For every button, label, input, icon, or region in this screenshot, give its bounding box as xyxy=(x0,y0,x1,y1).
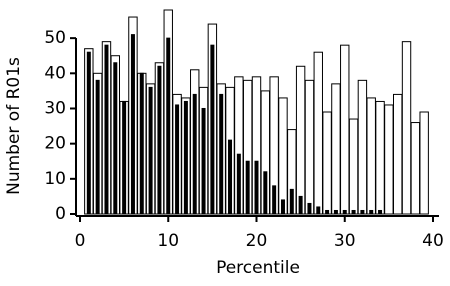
bar xyxy=(348,118,359,215)
bar xyxy=(313,51,323,215)
bar xyxy=(183,100,188,215)
y-tick-label: 30 xyxy=(44,98,66,118)
bar xyxy=(384,104,394,215)
bar xyxy=(333,209,338,215)
y-tick-label: 0 xyxy=(55,204,66,224)
y-tick-label: 50 xyxy=(44,28,66,48)
bar xyxy=(304,79,315,215)
x-tick-label: 30 xyxy=(334,231,356,251)
bar xyxy=(113,62,118,215)
bar xyxy=(148,86,153,215)
y-tick-label: 40 xyxy=(44,63,66,83)
x-tick-label: 10 xyxy=(157,231,179,251)
bar xyxy=(228,139,233,215)
x-axis-label: Percentile xyxy=(216,258,300,278)
bar xyxy=(278,97,288,215)
bar xyxy=(298,195,303,215)
bar xyxy=(192,93,197,215)
bar xyxy=(272,185,277,215)
bar xyxy=(401,41,412,215)
bar xyxy=(130,34,135,215)
bar xyxy=(295,65,306,215)
bar xyxy=(157,65,162,215)
bar xyxy=(245,160,250,215)
bar xyxy=(122,100,127,215)
bar xyxy=(360,209,365,215)
bar xyxy=(378,209,383,215)
bar xyxy=(351,209,356,215)
bar xyxy=(393,93,403,215)
x-tick-label: 0 xyxy=(75,231,86,251)
bar xyxy=(325,209,330,215)
bar xyxy=(307,202,312,215)
bar xyxy=(316,206,321,215)
bar xyxy=(342,209,347,215)
bar xyxy=(419,111,429,215)
y-axis-label: Number of R01s xyxy=(4,57,24,195)
bar xyxy=(210,44,215,215)
bar xyxy=(357,79,368,215)
bar xyxy=(175,104,180,215)
bar xyxy=(263,171,268,215)
bar xyxy=(340,44,350,215)
bar xyxy=(322,111,332,215)
bar xyxy=(369,209,374,215)
bar xyxy=(331,83,341,215)
bar xyxy=(95,79,100,215)
bar xyxy=(201,107,206,215)
bar xyxy=(86,51,91,215)
bar xyxy=(289,188,294,215)
y-tick-label: 10 xyxy=(44,169,66,189)
bar xyxy=(280,199,285,215)
bar xyxy=(104,44,109,215)
bar xyxy=(254,160,259,215)
x-tick-label: 40 xyxy=(422,231,444,251)
x-tick-label: 20 xyxy=(246,231,268,251)
y-tick-label: 20 xyxy=(44,134,66,154)
bar xyxy=(139,72,144,215)
bar xyxy=(166,37,171,215)
bar xyxy=(375,100,385,215)
bar xyxy=(219,93,224,215)
bar xyxy=(410,122,421,215)
bar xyxy=(236,153,241,215)
bar xyxy=(366,97,376,215)
